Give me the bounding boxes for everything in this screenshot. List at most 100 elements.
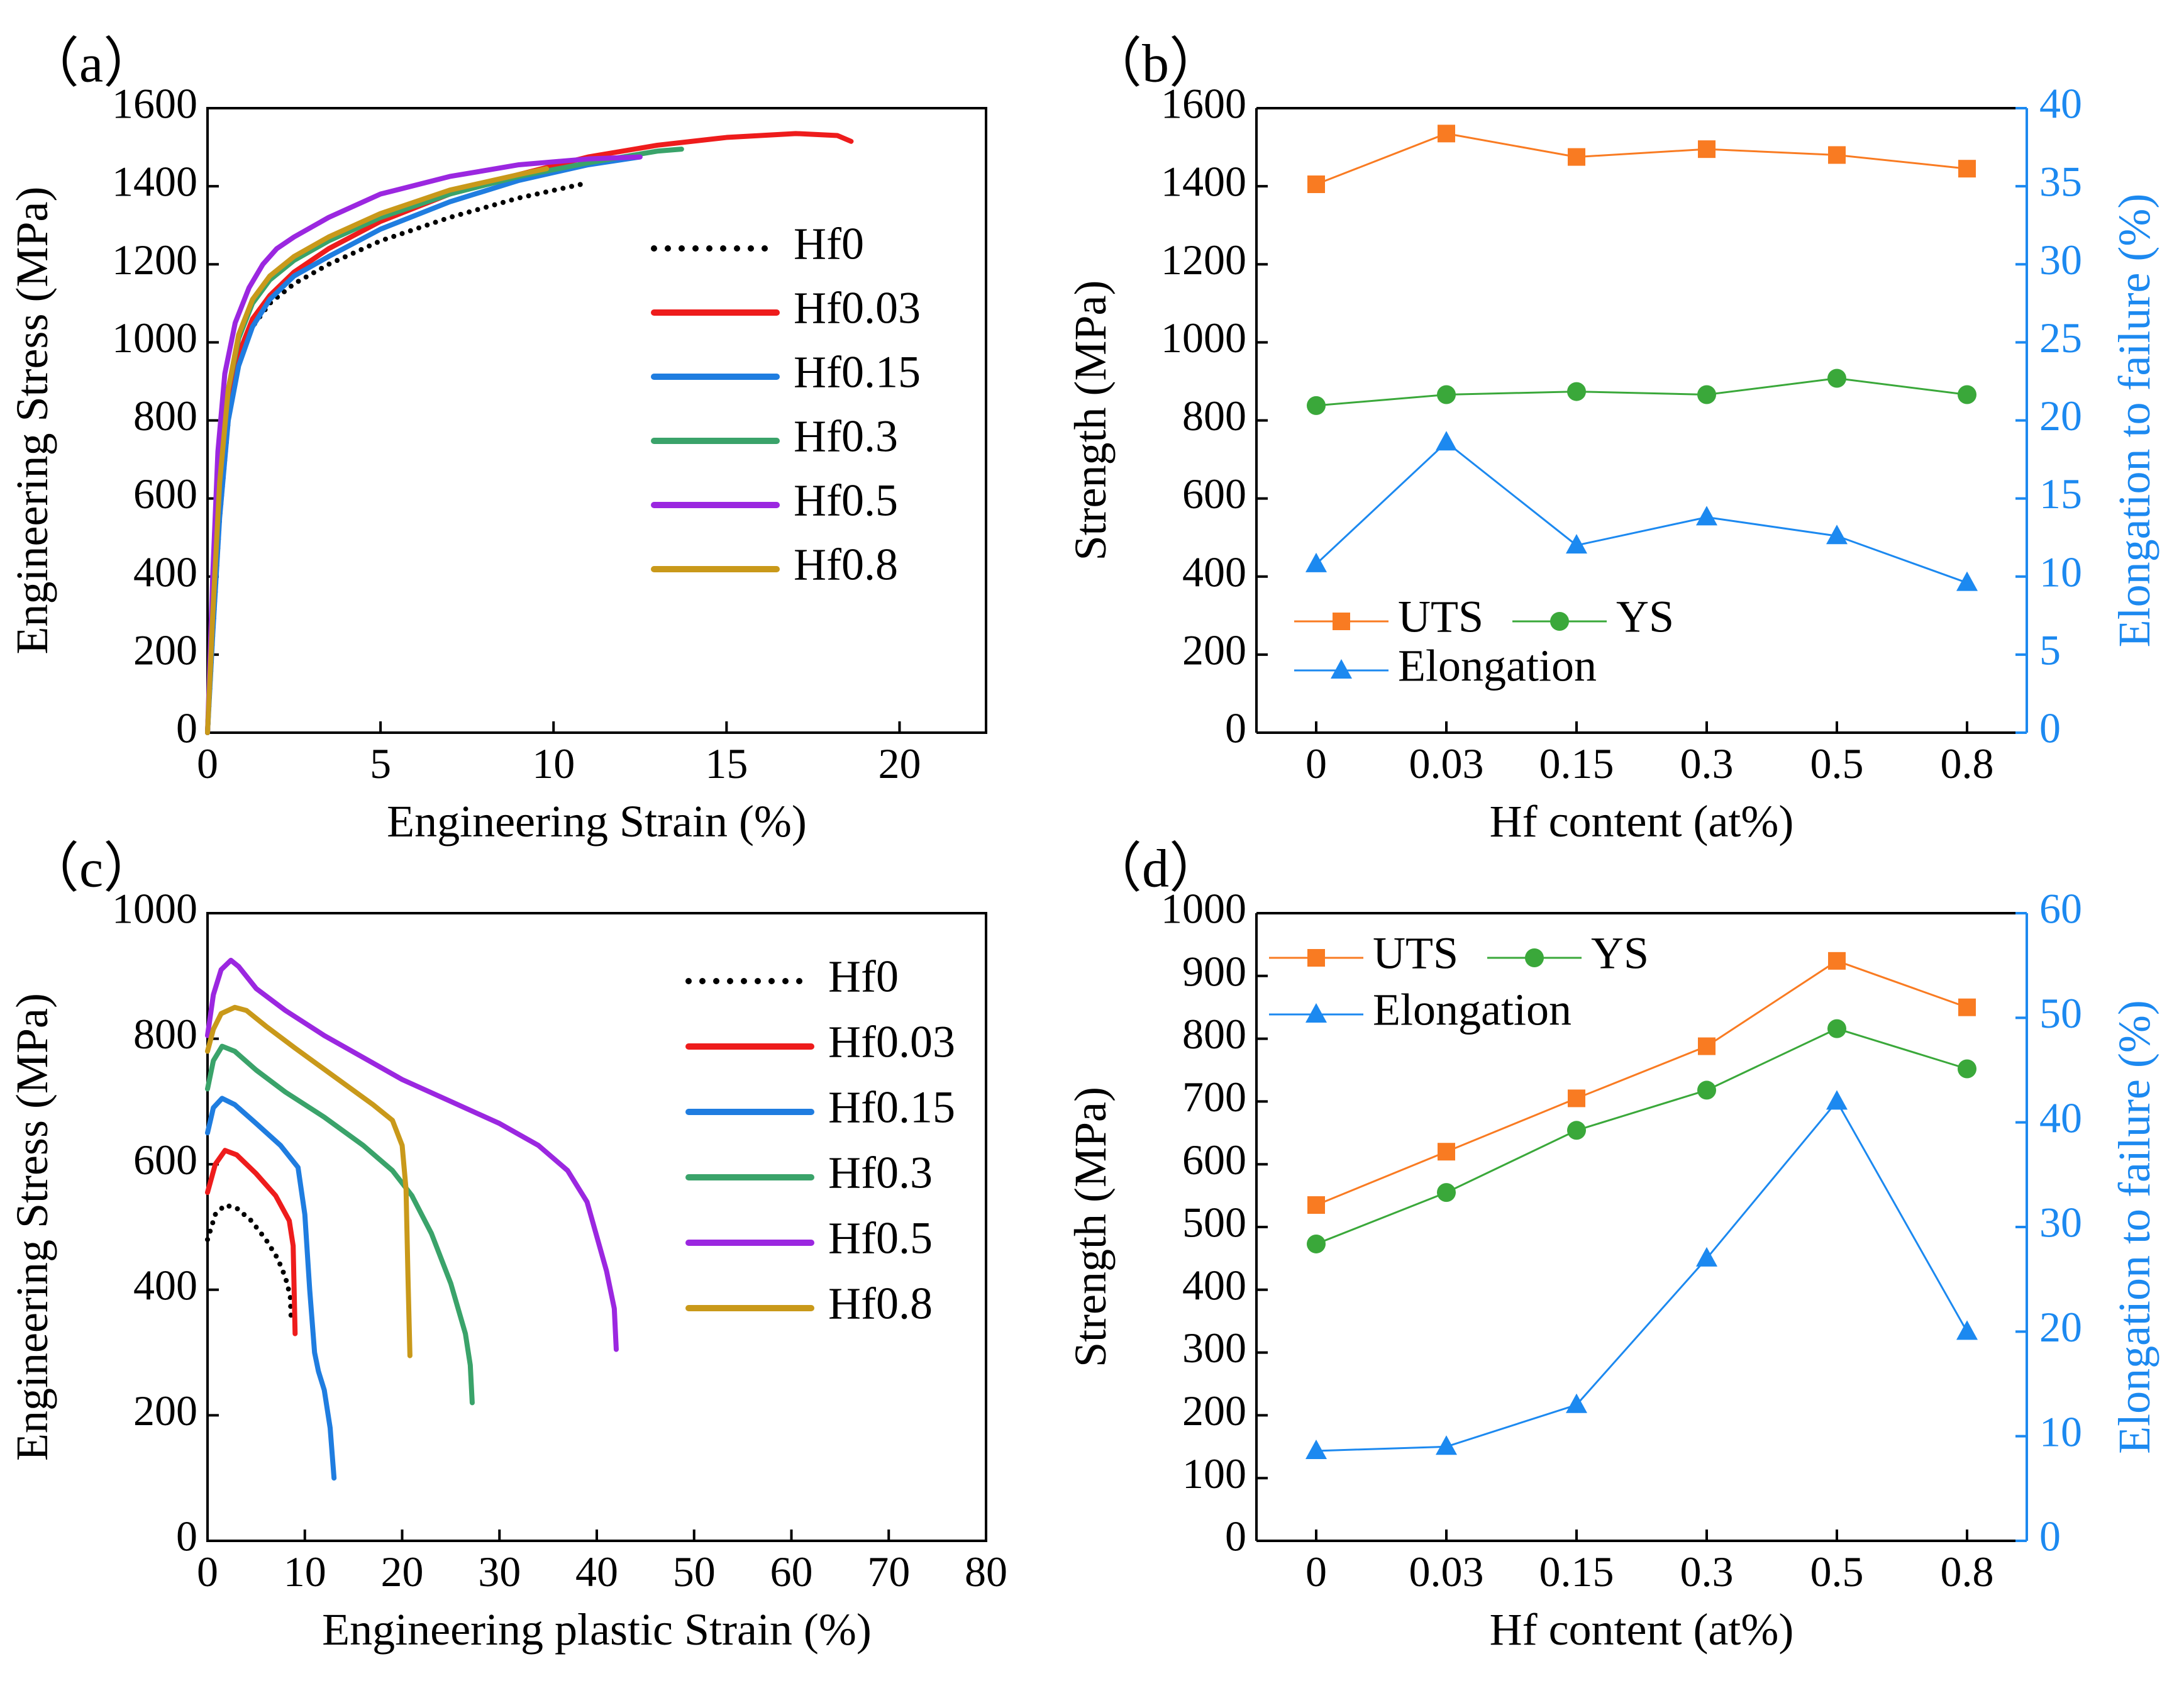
y-axis-title: Engineering Stress (MPa) [7, 993, 57, 1461]
x-tick-label: 0.5 [1810, 740, 1864, 787]
panel-b: （b）0200400600800100012001400160005101520… [1065, 33, 2159, 847]
legend-label-hf0-8: Hf0.8 [828, 1279, 933, 1329]
x-tick-label: 20 [878, 740, 921, 787]
legend-label-hf0: Hf0 [794, 219, 864, 269]
y-tick-label: 200 [1182, 1387, 1246, 1435]
y-tick-label: 1000 [1161, 314, 1246, 362]
series-line-hf0 [205, 1202, 294, 1324]
legend-label-elongation: Elongation [1398, 641, 1597, 691]
x-tick-label: 50 [673, 1548, 716, 1596]
data-point-elongation [1566, 534, 1587, 554]
y-tick-label: 0 [1225, 1513, 1246, 1560]
series-line-ys [1316, 1028, 1968, 1245]
y-tick-label: 1000 [1161, 885, 1246, 933]
y2-tick-label: 30 [2039, 1199, 2082, 1247]
data-point-uts [1828, 146, 1846, 164]
legend-label-hf0-5: Hf0.5 [794, 475, 898, 526]
legend-label-hf0-3: Hf0.3 [794, 411, 898, 462]
legend-label-hf0-03: Hf0.03 [794, 283, 921, 333]
y-tick-label: 800 [1182, 392, 1246, 440]
data-point-uts [1698, 140, 1716, 158]
data-point-ys [1307, 1234, 1326, 1253]
legend-label-ys: YS [1591, 928, 1649, 979]
x-axis-title: Hf content (at%) [1490, 796, 1794, 847]
y-tick-label: 1600 [112, 80, 197, 128]
data-point-ys [1827, 1019, 1846, 1038]
legend-marker-ys [1525, 948, 1544, 967]
y-tick-label: 400 [133, 548, 197, 596]
y2-tick-label: 0 [2039, 1513, 2061, 1560]
y-tick-label: 1400 [112, 158, 197, 206]
y-axis-title: Strength (MPa) [1065, 1087, 1116, 1367]
panel-label: （c） [25, 838, 157, 899]
data-point-elongation [1305, 552, 1327, 572]
y2-tick-label: 5 [2039, 626, 2061, 674]
series-line-hf0-03 [205, 131, 854, 735]
series-line-hf0-15 [205, 154, 643, 735]
legend-label-hf0-15: Hf0.15 [828, 1082, 955, 1133]
y-tick-label: 800 [133, 392, 197, 440]
x-tick-label: 0.15 [1539, 740, 1614, 787]
series-line-hf0-03 [205, 1148, 298, 1336]
data-point-uts [1307, 175, 1325, 194]
y-tick-label: 1000 [112, 314, 197, 362]
legend-label-hf0-03: Hf0.03 [828, 1017, 955, 1067]
legend-marker-elongation [1331, 659, 1352, 679]
data-point-elongation [1436, 1435, 1457, 1455]
panel-label: （b） [1088, 33, 1223, 94]
series-line-hf0-3 [205, 1043, 475, 1406]
data-point-uts [1568, 148, 1585, 166]
x-tick-label: 40 [575, 1548, 618, 1596]
legend-label-hf0-15: Hf0.15 [794, 347, 921, 397]
x-tick-label: 20 [381, 1548, 424, 1596]
data-point-uts [1307, 1196, 1325, 1214]
x-axis-title: Engineering plastic Strain (%) [322, 1604, 872, 1655]
y-tick-label: 1200 [1161, 236, 1246, 284]
legend-label-ys: YS [1616, 592, 1674, 642]
x-tick-label: 0.15 [1539, 1548, 1614, 1596]
x-tick-label: 15 [705, 740, 748, 787]
y2-tick-label: 60 [2039, 885, 2082, 933]
y2-tick-label: 30 [2039, 236, 2082, 284]
x-tick-label: 0 [197, 1548, 218, 1596]
panel-label: （d） [1088, 838, 1223, 899]
x-tick-label: 0.8 [1941, 1548, 1994, 1596]
y-tick-label: 600 [1182, 1136, 1246, 1184]
data-point-ys [1567, 1121, 1586, 1140]
y-tick-label: 400 [1182, 548, 1246, 596]
series-line-uts [1316, 960, 1968, 1206]
data-point-ys [1958, 385, 1976, 404]
panel-a: （a） 0 200 400 600 800 1000 1200 1400 1600 0 5 10 15 20… [7, 33, 987, 847]
legend-marker-elongation [1305, 1003, 1327, 1023]
series-line-hf0-3 [205, 147, 684, 735]
y-tick-label: 200 [1182, 626, 1246, 674]
x-tick-label: 10 [532, 740, 575, 787]
legend-marker-uts [1333, 613, 1350, 630]
x-tick-label: 0.3 [1680, 740, 1734, 787]
y-tick-label: 1000 [112, 885, 197, 933]
y-tick-label: 200 [133, 1387, 197, 1435]
data-point-elongation [1956, 1320, 1978, 1340]
x-tick-label: 0.3 [1680, 1548, 1734, 1596]
data-point-ys [1958, 1059, 1976, 1079]
y-tick-label: 300 [1182, 1324, 1246, 1372]
y-tick-label: 500 [1182, 1199, 1246, 1247]
x-axis-title: Engineering Strain (%) [387, 796, 807, 847]
y2-tick-label: 20 [2039, 1303, 2082, 1351]
y2-tick-label: 40 [2039, 80, 2082, 128]
x-tick-label: 10 [284, 1548, 326, 1596]
panel-label: （a） [25, 33, 157, 94]
y-tick-label: 100 [1182, 1450, 1246, 1497]
y2-tick-label: 20 [2039, 392, 2082, 440]
y-tick-label: 400 [1182, 1261, 1246, 1309]
series-line-hf0-8 [205, 1004, 413, 1358]
y2-axis-title: Elongation to failure (%) [2109, 1000, 2159, 1454]
series-line-ys [1316, 377, 1968, 407]
legend-label-hf0-8: Hf0.8 [794, 540, 898, 590]
series-line-hf0-5 [205, 957, 619, 1352]
x-tick-label: 5 [370, 740, 391, 787]
legend-marker-ys [1550, 612, 1569, 631]
data-point-uts [1958, 160, 1976, 178]
y-tick-label: 1200 [112, 236, 197, 284]
